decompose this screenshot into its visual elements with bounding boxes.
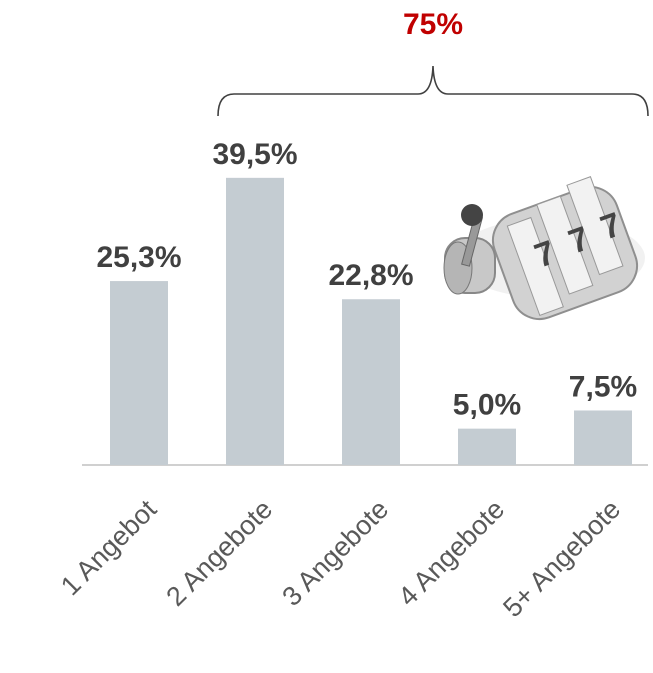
bar <box>342 299 400 465</box>
bar <box>574 410 632 465</box>
bar <box>110 281 168 465</box>
x-tick-label: 1 Angebot <box>55 494 163 602</box>
value-label: 5,0% <box>453 389 521 422</box>
value-label: 25,3% <box>96 241 181 274</box>
value-label: 7,5% <box>569 370 637 403</box>
x-tick-label: 3 Angebote <box>276 494 394 612</box>
x-tick-label: 4 Angebote <box>392 494 510 612</box>
annotation: 75% <box>403 8 463 41</box>
value-label: 22,8% <box>328 259 413 292</box>
x-tick-label: 2 Angebote <box>160 494 278 612</box>
slot-machine-icon: 7 7 7 <box>443 176 645 321</box>
brace <box>217 65 649 117</box>
value-label: 39,5% <box>212 138 297 171</box>
bar <box>226 177 284 465</box>
bar <box>458 428 516 465</box>
x-tick-label: 5+ Angebote <box>497 494 626 623</box>
